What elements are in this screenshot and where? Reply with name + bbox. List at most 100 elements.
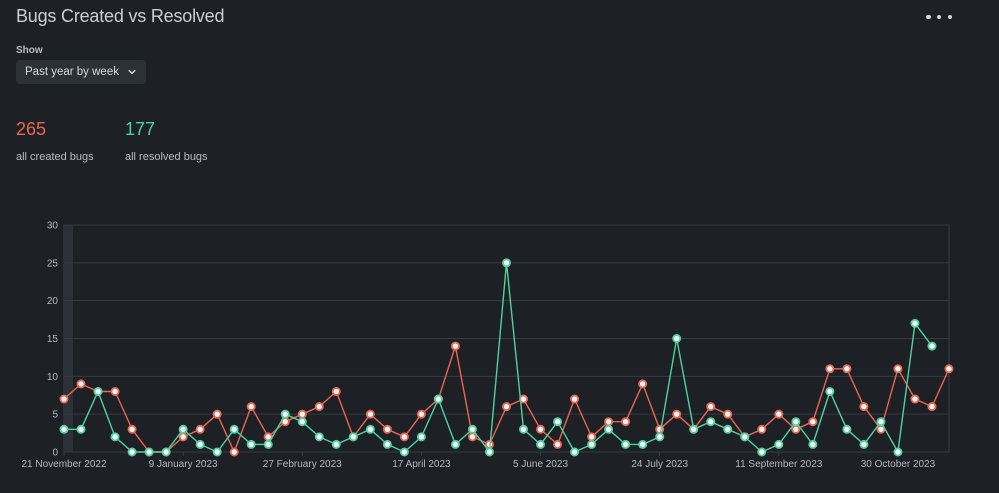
- resolved-point: [655, 432, 665, 442]
- resolved-point: [416, 432, 426, 442]
- period-dropdown-value: Past year by week: [25, 66, 119, 78]
- resolved-point: [110, 432, 120, 442]
- resolved-point: [263, 439, 273, 449]
- created-point: [859, 402, 869, 412]
- y-tick-label: 0: [52, 448, 58, 459]
- created-point: [382, 424, 392, 434]
- resolved-point: [399, 447, 409, 457]
- created-point: [825, 364, 835, 374]
- show-label: Show: [16, 45, 43, 56]
- resolved-point: [638, 439, 648, 449]
- created-point: [672, 409, 682, 419]
- dot: [947, 14, 952, 20]
- resolved-label: all resolved bugs: [125, 151, 208, 163]
- resolved-point: [842, 424, 852, 434]
- resolved-point: [570, 447, 580, 457]
- created-count: 265: [16, 119, 47, 139]
- y-tick-label: 25: [47, 258, 59, 269]
- created-point: [842, 364, 852, 374]
- resolved-point: [127, 447, 137, 457]
- resolved-point: [93, 386, 103, 396]
- resolved-point: [621, 439, 631, 449]
- created-point: [450, 341, 460, 351]
- created-point: [774, 409, 784, 419]
- resolved-point: [927, 341, 937, 351]
- created-point: [893, 364, 903, 374]
- resolved-point: [723, 424, 733, 434]
- x-tick-label: 24 July 2023: [631, 459, 688, 470]
- resolved-point: [910, 318, 920, 328]
- resolved-point: [672, 333, 682, 343]
- created-point: [314, 402, 324, 412]
- created-point: [723, 409, 733, 419]
- created-point: [791, 424, 801, 434]
- resolved-count: 177: [125, 119, 156, 139]
- resolved-point: [706, 417, 716, 427]
- created-point: [399, 432, 409, 442]
- resolved-point: [365, 424, 375, 434]
- created-point: [110, 386, 120, 396]
- created-point: [229, 447, 239, 457]
- resolved-point: [76, 424, 86, 434]
- x-tick-label: 30 October 2023: [861, 459, 936, 470]
- resolved-point: [536, 439, 546, 449]
- resolved-point: [859, 439, 869, 449]
- resolved-point: [689, 424, 699, 434]
- resolved-point: [348, 432, 358, 442]
- resolved-point: [876, 417, 886, 427]
- dot: [936, 14, 942, 20]
- created-point: [59, 394, 69, 404]
- resolved-point: [229, 424, 239, 434]
- resolved-point: [484, 447, 494, 457]
- created-point: [927, 402, 937, 412]
- created-point: [365, 409, 375, 419]
- created-point: [297, 409, 307, 419]
- resolved-point: [331, 439, 341, 449]
- created-label: all created bugs: [16, 151, 94, 163]
- created-point: [178, 432, 188, 442]
- y-tick-label: 20: [47, 296, 59, 307]
- resolved-point: [774, 439, 784, 449]
- resolved-point: [246, 439, 256, 449]
- created-point: [621, 417, 631, 427]
- created-point: [587, 432, 597, 442]
- resolved-point: [740, 432, 750, 442]
- x-tick-label: 17 April 2023: [392, 459, 451, 470]
- x-tick-label: 21 November 2022: [21, 459, 106, 470]
- x-tick-label: 27 February 2023: [263, 459, 342, 470]
- resolved-point: [450, 439, 460, 449]
- resolved-point: [519, 424, 529, 434]
- created-point: [195, 424, 205, 434]
- resolved-point: [893, 447, 903, 457]
- x-tick-label: 11 September 2023: [735, 459, 823, 470]
- chevron-down-icon: [128, 69, 136, 75]
- resolved-point: [212, 447, 222, 457]
- created-point: [467, 432, 477, 442]
- resolved-point: [808, 439, 818, 449]
- more-options-icon[interactable]: [926, 8, 952, 26]
- created-point: [706, 402, 716, 412]
- y-tick-label: 30: [47, 221, 59, 232]
- resolved-point: [382, 439, 392, 449]
- period-dropdown[interactable]: Past year by week: [16, 60, 146, 84]
- resolved-point: [297, 417, 307, 427]
- created-point: [604, 417, 614, 427]
- y-tick-label: 5: [52, 410, 58, 421]
- created-point: [757, 424, 767, 434]
- created-point: [638, 379, 648, 389]
- resolved-point: [825, 386, 835, 396]
- resolved-point: [501, 258, 511, 268]
- x-tick-label: 9 January 2023: [149, 459, 218, 470]
- resolved-point: [314, 432, 324, 442]
- resolved-point: [467, 424, 477, 434]
- resolved-point: [553, 417, 563, 427]
- created-point: [944, 364, 954, 374]
- y-tick-label: 15: [47, 334, 59, 345]
- resolved-point: [433, 394, 443, 404]
- y-tick-label: 10: [47, 372, 59, 383]
- created-point: [808, 417, 818, 427]
- resolved-point: [604, 424, 614, 434]
- created-point: [910, 394, 920, 404]
- created-point: [212, 409, 222, 419]
- resolved-point: [178, 424, 188, 434]
